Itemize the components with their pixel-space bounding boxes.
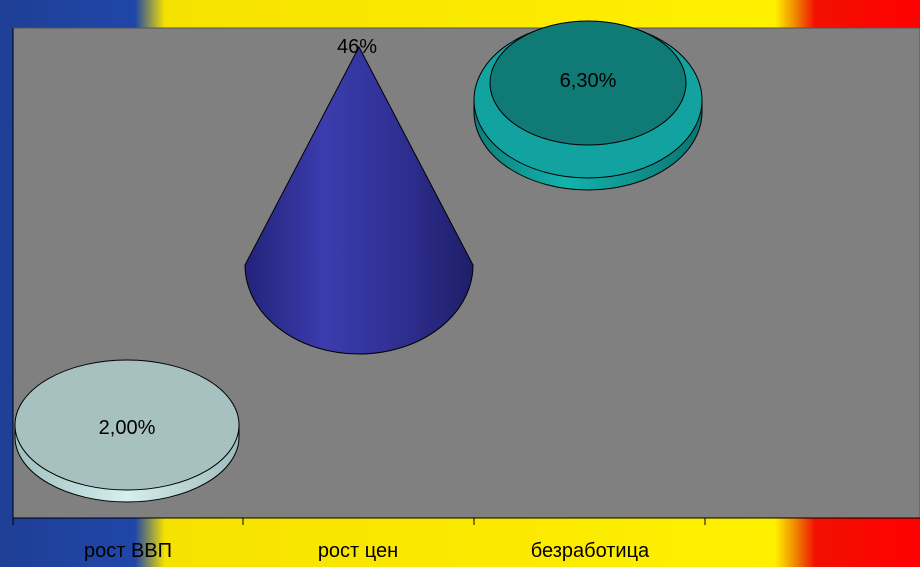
category-label-rost-vvp: рост ВВП	[84, 540, 172, 562]
bar-bezrabotica	[473, 20, 703, 191]
category-label-bezrabotica: безработица	[531, 540, 650, 562]
data-label-bezrabotica: 6,30%	[560, 70, 617, 92]
bar-rost-vvp	[14, 359, 240, 503]
category-label-rost-cen: рост цен	[318, 540, 398, 562]
x-tick-marks	[12, 518, 706, 525]
bar-rost-cen	[244, 45, 474, 355]
data-labels: 2,00% 46% 6,30%	[99, 36, 617, 439]
data-label-rost-vvp: 2,00%	[99, 417, 156, 439]
data-label-rost-cen: 46%	[337, 36, 377, 58]
category-labels: рост ВВП рост цен безработица	[84, 540, 650, 562]
